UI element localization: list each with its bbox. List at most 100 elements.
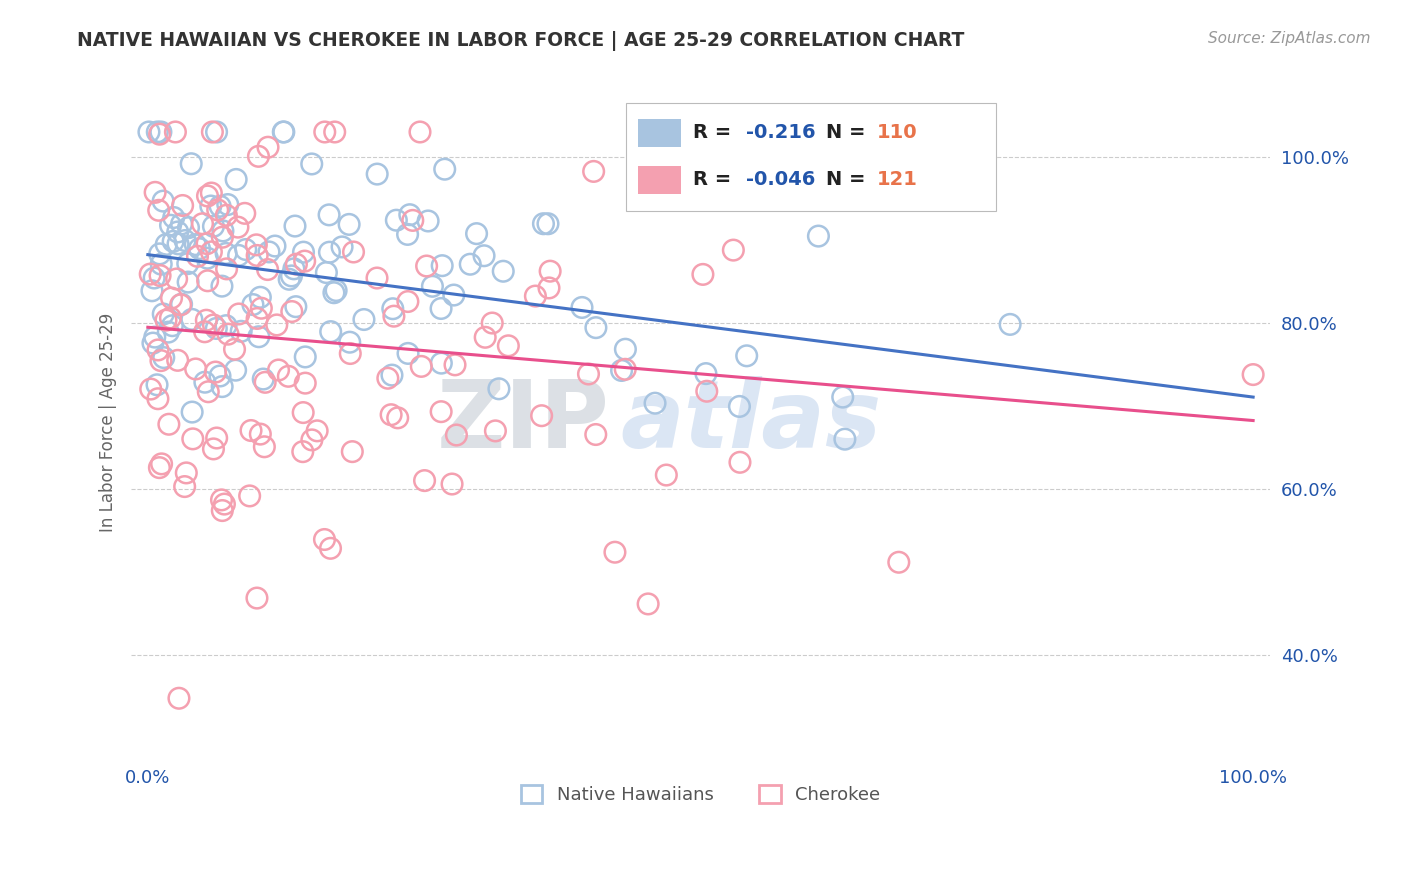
Point	[149, 247, 172, 261]
Point	[162, 318, 184, 333]
Point	[422, 279, 444, 293]
Point	[197, 384, 219, 399]
Point	[266, 318, 288, 332]
Point	[184, 362, 207, 376]
Point	[433, 162, 456, 177]
Point	[281, 304, 304, 318]
Point	[152, 351, 174, 365]
Point	[139, 382, 162, 396]
Point	[163, 211, 186, 225]
Point	[728, 400, 751, 414]
Y-axis label: In Labor Force | Age 25-29: In Labor Force | Age 25-29	[100, 313, 117, 532]
FancyBboxPatch shape	[627, 103, 997, 211]
Point	[177, 275, 200, 289]
Point	[197, 189, 219, 203]
Point	[202, 318, 225, 332]
FancyBboxPatch shape	[638, 119, 681, 147]
Point	[214, 497, 236, 511]
Point	[409, 125, 432, 139]
Legend: Native Hawaiians, Cherokee: Native Hawaiians, Cherokee	[512, 776, 889, 814]
Point	[385, 213, 408, 227]
Point	[215, 261, 238, 276]
Text: R =: R =	[693, 122, 738, 142]
Point	[142, 336, 165, 351]
Point	[267, 363, 290, 377]
Point	[294, 376, 316, 391]
Point	[472, 249, 495, 263]
Point	[211, 230, 233, 244]
Text: 121: 121	[877, 169, 918, 188]
Point	[256, 262, 278, 277]
Point	[292, 406, 315, 420]
Point	[166, 353, 188, 368]
Point	[430, 301, 453, 316]
Point	[146, 392, 169, 406]
Point	[231, 324, 253, 338]
Point	[246, 248, 269, 262]
Point	[582, 164, 605, 178]
Point	[225, 172, 247, 186]
Point	[228, 248, 250, 262]
Point	[339, 346, 361, 360]
Point	[252, 372, 274, 386]
Point	[209, 199, 232, 213]
Point	[402, 213, 425, 227]
Point	[834, 432, 856, 446]
Text: N =: N =	[825, 122, 872, 142]
Point	[159, 219, 181, 233]
Point	[141, 284, 163, 298]
Point	[325, 284, 347, 298]
Point	[323, 125, 346, 139]
Point	[174, 466, 197, 480]
Point	[149, 353, 172, 368]
Point	[998, 318, 1021, 332]
Point	[211, 503, 233, 517]
Point	[177, 257, 200, 271]
Point	[166, 225, 188, 239]
Point	[215, 246, 238, 260]
Text: NATIVE HAWAIIAN VS CHEROKEE IN LABOR FORCE | AGE 25-29 CORRELATION CHART: NATIVE HAWAIIAN VS CHEROKEE IN LABOR FOR…	[77, 31, 965, 51]
Point	[538, 264, 561, 278]
Point	[430, 259, 453, 273]
Point	[188, 242, 211, 256]
Point	[205, 431, 228, 445]
Text: Source: ZipAtlas.com: Source: ZipAtlas.com	[1208, 31, 1371, 46]
Text: R =: R =	[693, 169, 738, 188]
Point	[205, 125, 228, 139]
Point	[159, 310, 181, 325]
Point	[200, 186, 222, 200]
Point	[398, 208, 420, 222]
Point	[195, 236, 218, 251]
Point	[723, 243, 745, 257]
Point	[174, 234, 197, 248]
Point	[249, 427, 271, 442]
Point	[366, 167, 388, 181]
Point	[887, 555, 910, 569]
Point	[149, 125, 172, 139]
Point	[157, 325, 180, 339]
Point	[610, 363, 633, 377]
Point	[585, 427, 607, 442]
Point	[458, 257, 481, 271]
Point	[578, 367, 600, 381]
Point	[444, 358, 467, 372]
Point	[200, 199, 222, 213]
Point	[217, 327, 239, 342]
Point	[314, 533, 336, 547]
Point	[245, 237, 267, 252]
Point	[152, 194, 174, 208]
Point	[413, 474, 436, 488]
Point	[257, 244, 280, 259]
Point	[172, 198, 194, 212]
Point	[430, 356, 453, 370]
Point	[155, 237, 177, 252]
Point	[202, 219, 225, 234]
Point	[247, 329, 270, 343]
Point	[342, 245, 364, 260]
Point	[537, 281, 560, 295]
Point	[253, 440, 276, 454]
Point	[194, 375, 217, 389]
Point	[481, 316, 503, 330]
Point	[170, 297, 193, 311]
Point	[247, 149, 270, 163]
